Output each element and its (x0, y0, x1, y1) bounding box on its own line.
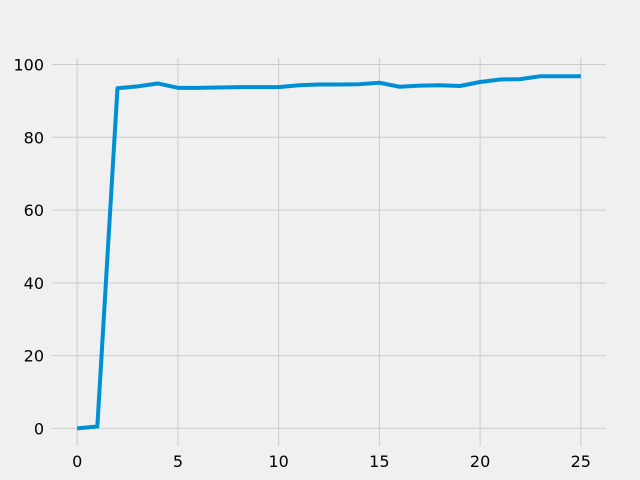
x-tick-label: 20 (470, 452, 490, 471)
x-tick-label: 15 (369, 452, 389, 471)
x-tick-label: 10 (268, 452, 288, 471)
x-tick-label: 5 (173, 452, 183, 471)
x-tick-label: 0 (72, 452, 82, 471)
grid (52, 58, 606, 446)
y-tick-label: 0 (34, 419, 44, 438)
x-tick-label: 25 (571, 452, 591, 471)
y-tick-label: 40 (24, 274, 44, 293)
series-line (77, 74, 581, 431)
y-tick-label: 100 (13, 56, 44, 75)
series-layer (77, 74, 581, 431)
y-tick-label: 80 (24, 128, 44, 147)
y-tick-label: 60 (24, 201, 44, 220)
y-tick-label: 20 (24, 347, 44, 366)
tick-labels: 0 5 10 15 20 25 0 20 40 60 80 100 (13, 56, 591, 471)
